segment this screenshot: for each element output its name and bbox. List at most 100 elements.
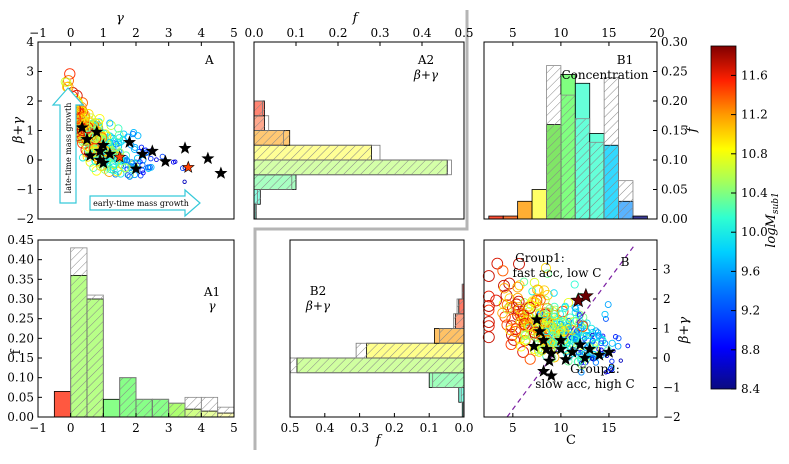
- group2-title: Group2:: [570, 362, 620, 376]
- star-marker: [158, 154, 172, 167]
- hist-bar-hatch: [254, 115, 265, 131]
- hist-outline-bar: [168, 402, 186, 418]
- panel-B2-sublabel: β+γ: [305, 299, 331, 313]
- panel-B-ylabel: β+γ: [677, 317, 692, 344]
- scatter-point: [572, 305, 580, 313]
- group1-desc: fast acc, low C: [513, 266, 602, 280]
- x-tick-label: 2: [132, 421, 140, 435]
- scatter-point: [139, 167, 146, 174]
- star-marker: [145, 144, 159, 157]
- y-tick-label: 0.40: [7, 253, 34, 267]
- x-tick-label: 5: [230, 26, 238, 40]
- colorbar-ticks: 11.6 11.2 10.8 10.4 10.0 9.6 9.2 8.8 8.4: [731, 68, 768, 396]
- scatter-point: [550, 305, 560, 315]
- x-tick-label: 15: [601, 421, 616, 435]
- scatter-point: [527, 296, 538, 307]
- scatter-point: [137, 172, 144, 179]
- hist-outline-bar: [119, 377, 137, 418]
- scatter-point: [605, 368, 611, 374]
- scatter-point: [543, 269, 552, 278]
- scatter-point: [106, 119, 114, 127]
- y-tick-label: 0: [26, 153, 34, 167]
- star-marker: [554, 333, 568, 346]
- scatter-point: [618, 358, 623, 363]
- scatter-point: [112, 171, 119, 178]
- scatter-point: [625, 343, 631, 349]
- panel-B2: 0.5 0.4 0.3 0.2 0.1 0.0: [280, 239, 474, 435]
- x-tick-label: 20: [649, 26, 664, 40]
- x-tick-label: 0: [67, 26, 75, 40]
- scatter-point: [542, 289, 553, 301]
- scatter-point: [531, 301, 541, 312]
- scatter-point: [88, 119, 98, 129]
- scatter-point: [128, 159, 135, 166]
- star-marker: [214, 166, 228, 179]
- x-tick-label: −1: [29, 421, 47, 435]
- scatter-point: [547, 326, 557, 335]
- x-tick-label: 0.4: [315, 421, 334, 435]
- scatter-point: [148, 155, 154, 162]
- y-tick-label: 0.00: [7, 410, 34, 424]
- scatter-point: [518, 313, 530, 325]
- colorbar: [710, 45, 737, 390]
- colorbar-tick-label: 9.2: [741, 304, 760, 318]
- panel-A1-ylabel: f: [9, 348, 24, 354]
- panel-B1-label: B1: [617, 53, 633, 67]
- y-tick-label: 0.05: [661, 183, 688, 197]
- hist-bar-hatch: [254, 130, 290, 146]
- star-marker: [93, 144, 107, 157]
- star-marker: [96, 138, 110, 151]
- scatter-point: [588, 328, 597, 337]
- hist-outline-bar: [456, 298, 465, 315]
- hist-outline-bar: [439, 328, 465, 344]
- y-tick-label: 3: [663, 263, 671, 277]
- star-marker: [135, 147, 150, 160]
- y-tick-label: −1: [16, 183, 34, 197]
- x-tick-label: 5: [230, 421, 238, 435]
- scatter-point: [517, 346, 529, 358]
- x-tick-label: 4: [198, 26, 206, 40]
- scatter-point: [561, 302, 569, 311]
- hist-outline-bar: [289, 357, 465, 374]
- panel-B2-frame: [289, 239, 465, 418]
- colorbar-tick-label: 11.6: [741, 68, 768, 82]
- scatter-point: [499, 282, 510, 294]
- scatter-point: [482, 290, 495, 303]
- scatter-point: [505, 338, 517, 351]
- star-marker: [83, 148, 97, 162]
- panel-A1-sublabel: γ: [208, 299, 216, 313]
- star-marker: [122, 135, 137, 148]
- y-tick-label: −2: [16, 212, 34, 226]
- y-tick-label: 0.15: [661, 124, 688, 138]
- panel-B1: 5 10 15 200.30 0.25 0.20 0.15 0.10 0.05 0.00: [483, 26, 688, 226]
- scatter-point: [609, 358, 615, 364]
- star-marker: [201, 151, 215, 165]
- y-tick-label: 1: [663, 322, 671, 336]
- colorbar-tick-label: 11.2: [741, 108, 768, 122]
- hist-outline-bar: [560, 94, 576, 220]
- scatter-point: [501, 299, 513, 311]
- scatter-point: [540, 262, 551, 273]
- scatter-point: [603, 370, 609, 375]
- scatter-point: [589, 337, 596, 344]
- hist-bar: [531, 189, 547, 220]
- star-marker: [533, 324, 547, 337]
- scatter-point: [550, 289, 558, 297]
- star-marker: [592, 348, 606, 361]
- scatter-point: [602, 315, 609, 322]
- star-marker: [573, 337, 587, 351]
- panel-A-ylabel: β+γ: [11, 117, 26, 144]
- y-tick-label: 0: [663, 351, 671, 365]
- scatter-point: [63, 75, 74, 87]
- scatter-point: [545, 304, 555, 314]
- star-marker: [178, 141, 192, 154]
- star-marker: [565, 345, 579, 358]
- hist-outline-bar: [589, 141, 605, 220]
- colorbar-tick-label: 9.6: [741, 264, 760, 278]
- panel-B-xlabel: C: [566, 433, 576, 448]
- scatter-point: [572, 316, 581, 325]
- y-tick-label: 4: [26, 35, 34, 49]
- x-tick-label: 0.3: [350, 421, 369, 435]
- star-marker: [583, 342, 597, 355]
